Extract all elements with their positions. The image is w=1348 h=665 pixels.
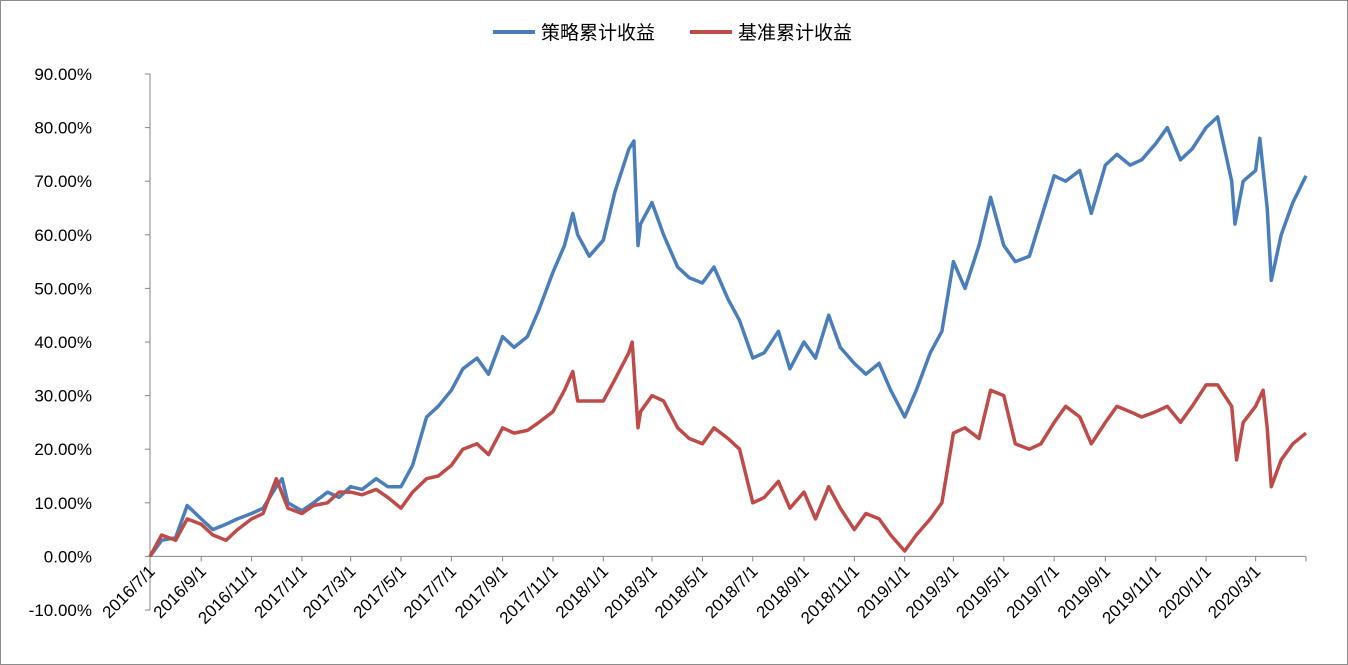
y-tick-label: 10.00% — [34, 494, 92, 513]
y-tick-label: 30.00% — [34, 387, 92, 406]
x-tick-label: 2017/5/1 — [350, 562, 410, 622]
y-tick-label: 40.00% — [34, 333, 92, 352]
x-tick-label: 2017/1/1 — [251, 562, 311, 622]
y-tick-label: 90.00% — [34, 65, 92, 84]
x-tick-label: 2019/3/1 — [902, 562, 962, 622]
x-tick-label: 2020/1/1 — [1155, 562, 1215, 622]
y-tick-label: 70.00% — [34, 172, 92, 191]
x-tick-label: 2018/3/1 — [601, 562, 661, 622]
y-tick-label: 60.00% — [34, 226, 92, 245]
y-tick-label: 50.00% — [34, 279, 92, 298]
series-line-benchmark — [148, 340, 1308, 558]
legend: 策略累计收益 基准累计收益 — [493, 22, 852, 44]
x-tick-label: 2019/7/1 — [1003, 562, 1063, 622]
x-tick-label: 2017/3/1 — [299, 562, 359, 622]
legend-label-benchmark: 基准累计收益 — [738, 22, 852, 44]
y-tick-label: 80.00% — [34, 119, 92, 138]
x-tick-label: 2018/1/1 — [552, 562, 612, 622]
legend-label-strategy: 策略累计收益 — [541, 22, 655, 44]
x-tick-label: 2018/7/1 — [701, 562, 761, 622]
x-tick-label: 2017/7/1 — [400, 562, 460, 622]
x-tick-label: 2019/1/1 — [853, 562, 913, 622]
x-tick-label: 2019/5/1 — [952, 562, 1012, 622]
x-tick-label: 2020/3/1 — [1204, 562, 1264, 622]
y-tick-label: 20.00% — [34, 440, 92, 459]
y-tick-label: 0.00% — [44, 547, 92, 566]
series-line-strategy — [148, 115, 1308, 558]
y-tick-label: -10.00% — [29, 601, 92, 620]
x-tick-label: 2018/5/1 — [651, 562, 711, 622]
